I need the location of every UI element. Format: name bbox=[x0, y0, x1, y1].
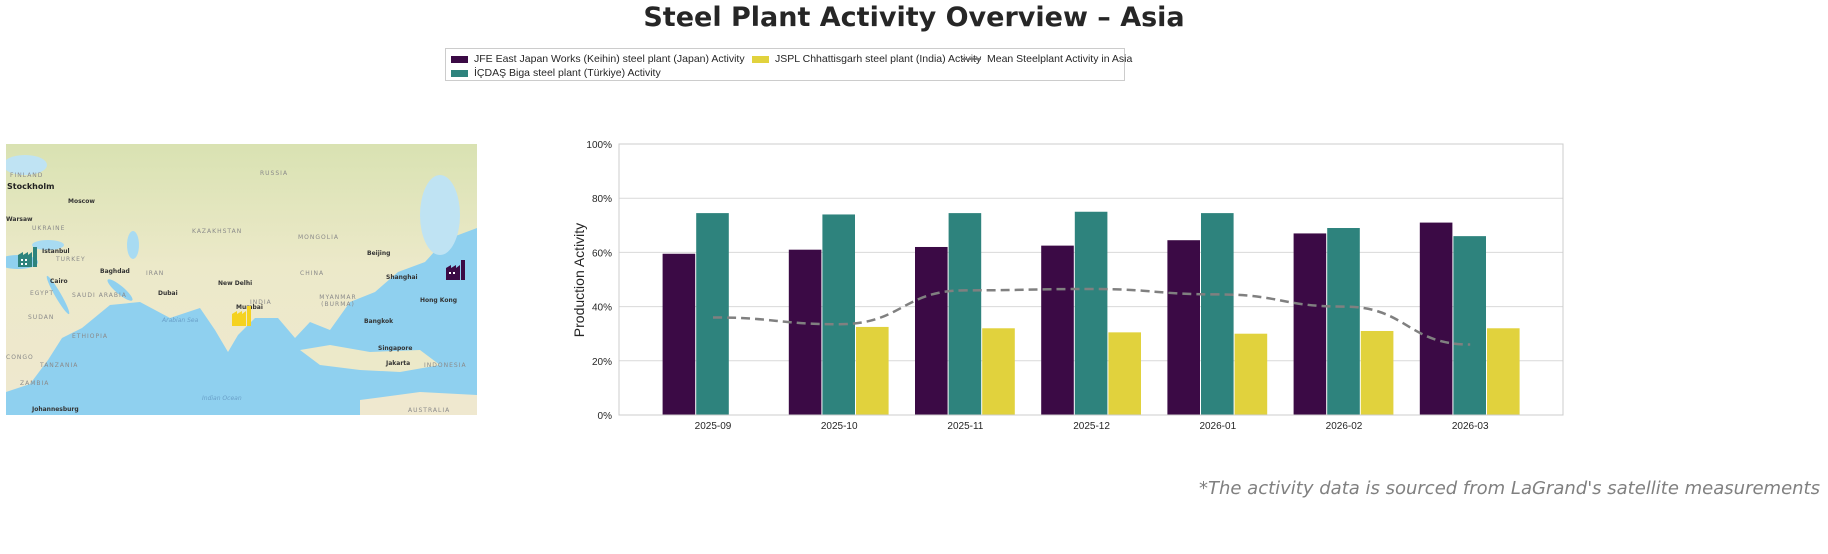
map-label: FINLAND bbox=[10, 172, 44, 179]
map-label: Shanghai bbox=[386, 274, 418, 281]
map-label: Hong Kong bbox=[420, 297, 458, 304]
page-title: Steel Plant Activity Overview – Asia bbox=[643, 2, 1185, 33]
legend-item-mean: Mean Steelplant Activity in Asia bbox=[961, 53, 1132, 65]
bar-2026-02 bbox=[1327, 228, 1360, 415]
map-label: Beijing bbox=[367, 250, 391, 257]
bar-2025-11 bbox=[915, 246, 948, 415]
bar-2025-11 bbox=[948, 213, 982, 415]
map-label: MYANMAR (BURMA) bbox=[319, 294, 357, 308]
activity-chart: Production Activity 0% 20% 40% 60% 80% 100% 20… bbox=[571, 140, 1564, 432]
map-label: KAZAKHSTAN bbox=[192, 228, 243, 235]
map-label: Arabian Sea bbox=[162, 317, 199, 324]
bar-2026-01 bbox=[1201, 213, 1234, 415]
x-tick-label: 2026-01 bbox=[1199, 421, 1236, 432]
map-label: Stockholm bbox=[7, 182, 55, 191]
map-label: INDONESIA bbox=[424, 362, 467, 369]
bar-2026-01 bbox=[1234, 333, 1268, 415]
legend-label: Mean Steelplant Activity in Asia bbox=[987, 53, 1133, 65]
map-label: TANZANIA bbox=[40, 362, 79, 369]
factory-icon bbox=[446, 260, 465, 280]
bar-2025-11 bbox=[982, 328, 1015, 415]
bar-2025-10 bbox=[822, 214, 855, 415]
x-tick-label: 2025-10 bbox=[821, 421, 858, 432]
map-label: Dubai bbox=[158, 290, 178, 297]
y-tick-label: 80% bbox=[592, 194, 612, 205]
asia-map: RUSSIA FINLAND Stockholm Moscow Warsaw U… bbox=[6, 144, 477, 415]
map-label: EGYPT bbox=[30, 290, 55, 297]
legend-item-india: JSPL Chhattisgarh steel plant (India) Ac… bbox=[752, 53, 981, 65]
map-label: Baghdad bbox=[100, 268, 130, 275]
legend-label: JFE East Japan Works (Keihin) steel plan… bbox=[474, 53, 745, 65]
map-label: Moscow bbox=[68, 198, 95, 205]
map-label: New Delhi bbox=[218, 280, 253, 287]
factory-icon bbox=[18, 247, 37, 267]
plot-frame bbox=[618, 143, 1564, 416]
y-tick-label: 100% bbox=[586, 140, 612, 151]
map-label: Indian Ocean bbox=[202, 395, 242, 402]
map-label: RUSSIA bbox=[260, 170, 289, 177]
legend-item-japan: JFE East Japan Works (Keihin) steel plan… bbox=[451, 53, 745, 65]
map-label: TURKEY bbox=[56, 256, 86, 263]
y-tick-label: 0% bbox=[598, 411, 613, 422]
bar-2026-03 bbox=[1487, 328, 1520, 415]
map-label: Cairo bbox=[50, 278, 68, 285]
bar-2025-12 bbox=[1041, 245, 1074, 415]
bar-2025-10 bbox=[856, 326, 889, 415]
y-tick-label: 40% bbox=[592, 303, 612, 314]
bar-2026-01 bbox=[1167, 240, 1200, 415]
map-label: Warsaw bbox=[6, 216, 33, 223]
map-label: INDIA bbox=[250, 299, 272, 306]
map-background bbox=[6, 144, 477, 415]
legend-dash bbox=[961, 58, 981, 60]
bar-2025-10 bbox=[788, 249, 822, 415]
legend-swatch bbox=[451, 55, 468, 63]
bar-2025-09 bbox=[696, 213, 729, 415]
y-tick-label: 20% bbox=[592, 357, 612, 368]
map-label: Jakarta bbox=[386, 360, 411, 367]
bar-2025-12 bbox=[1108, 332, 1141, 415]
legend-label: İÇDAŞ Biga steel plant (Türkiye) Activit… bbox=[474, 67, 661, 79]
footnote: *The activity data is sourced from LaGra… bbox=[1198, 478, 1820, 499]
map-label: MONGOLIA bbox=[298, 234, 339, 241]
map-label: Singapore bbox=[378, 345, 413, 352]
bar-2025-09 bbox=[662, 253, 696, 415]
map-label: CONGO bbox=[6, 354, 34, 361]
map-label: Istanbul bbox=[42, 248, 70, 255]
map-label: Johannesburg bbox=[32, 406, 79, 413]
y-axis-label: Production Activity bbox=[571, 223, 587, 337]
map-label: CHINA bbox=[300, 270, 325, 277]
bar-2026-02 bbox=[1360, 330, 1394, 415]
factory-icon bbox=[232, 306, 251, 326]
x-tick-label: 2025-11 bbox=[947, 421, 983, 432]
legend-item-turkiye: İÇDAŞ Biga steel plant (Türkiye) Activit… bbox=[451, 67, 661, 79]
x-tick-label: 2025-09 bbox=[695, 421, 732, 432]
chart-legend: JFE East Japan Works (Keihin) steel plan… bbox=[445, 48, 1132, 81]
bar-2026-03 bbox=[1453, 236, 1486, 415]
bar-2026-02 bbox=[1293, 233, 1327, 415]
map-label: SUDAN bbox=[28, 314, 55, 321]
bar-2026-03 bbox=[1419, 222, 1453, 415]
map-label: Bangkok bbox=[364, 318, 394, 325]
map-label: SAUDI ARABIA bbox=[72, 292, 127, 299]
x-tick-label: 2026-02 bbox=[1326, 421, 1363, 432]
map-label: AUSTRALIA bbox=[408, 407, 451, 414]
legend-swatch bbox=[752, 55, 769, 63]
x-tick-label: 2026-03 bbox=[1452, 421, 1489, 432]
x-tick-label: 2025-12 bbox=[1073, 421, 1110, 432]
map-label: ZAMBIA bbox=[20, 380, 50, 387]
map-label: IRAN bbox=[146, 270, 165, 277]
legend-label: JSPL Chhattisgarh steel plant (India) Ac… bbox=[775, 53, 982, 65]
map-label: ETHIOPIA bbox=[72, 333, 108, 340]
bar-2025-12 bbox=[1074, 211, 1108, 415]
map-label: UKRAINE bbox=[32, 225, 66, 232]
legend-swatch bbox=[451, 69, 468, 77]
y-tick-label: 60% bbox=[592, 248, 612, 259]
